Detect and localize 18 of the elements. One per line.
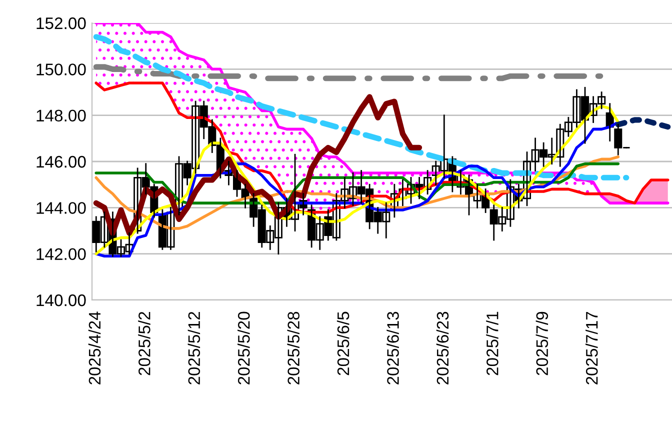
x-tick-label: 2025/7/1 (486, 312, 498, 376)
x-tick-label: 2025/6/23 (436, 312, 449, 384)
y-tick-label: 152.00 (36, 17, 86, 30)
x-tick-label: 2025/7/9 (536, 312, 548, 376)
x-tick-label: 2025/4/24 (88, 312, 101, 384)
x-tick-label: 2025/6/5 (336, 312, 350, 376)
y-tick-label: 148.00 (36, 110, 86, 122)
x-tick-label: 2025/5/28 (287, 312, 300, 384)
x-tick-label: 2025/5/2 (138, 312, 150, 376)
y-tick-label: 142.00 (36, 248, 86, 260)
x-tick-label: 2025/7/17 (586, 312, 598, 384)
y-tick-label: 150.00 (36, 64, 86, 76)
y-tick-label: 146.00 (36, 156, 86, 168)
y-tick-label: 140.00 (36, 294, 86, 306)
y-tick-label: 144.00 (36, 202, 86, 214)
x-tick-label: 2025/6/13 (386, 312, 399, 384)
x-tick-label: 2025/5/12 (188, 312, 200, 384)
x-tick-label: 2025/5/20 (238, 312, 250, 384)
